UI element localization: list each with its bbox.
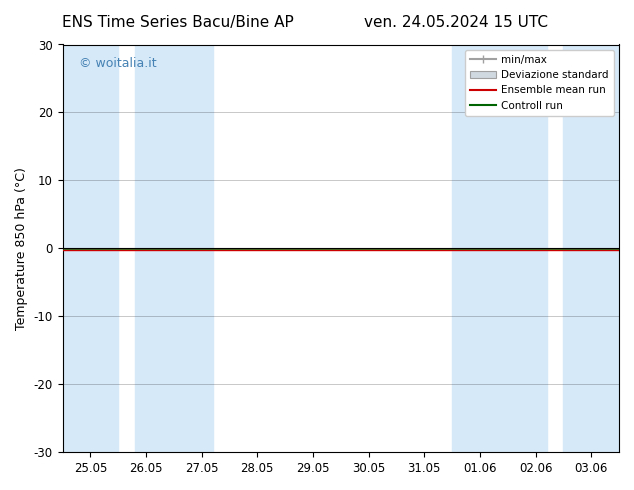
Bar [564,45,619,452]
Text: © woitalia.it: © woitalia.it [79,57,157,70]
Bar [452,45,547,452]
Legend: min/max, Deviazione standard, Ensemble mean run, Controll run: min/max, Deviazione standard, Ensemble m… [465,49,614,116]
Bar [63,45,118,452]
Text: ven. 24.05.2024 15 UTC: ven. 24.05.2024 15 UTC [365,15,548,30]
Bar [135,45,213,452]
Text: ENS Time Series Bacu/Bine AP: ENS Time Series Bacu/Bine AP [61,15,294,30]
Y-axis label: Temperature 850 hPa (°C): Temperature 850 hPa (°C) [15,167,28,330]
